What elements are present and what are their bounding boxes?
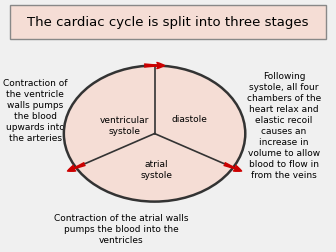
- Circle shape: [64, 66, 245, 202]
- Text: Contraction of the atrial walls
pumps the blood into the
ventricles: Contraction of the atrial walls pumps th…: [54, 214, 188, 245]
- Text: diastole: diastole: [172, 115, 208, 124]
- Text: The cardiac cycle is split into three stages: The cardiac cycle is split into three st…: [27, 16, 309, 29]
- Text: Following
systole, all four
chambers of the
heart relax and
elastic recoil
cause: Following systole, all four chambers of …: [247, 72, 321, 180]
- FancyBboxPatch shape: [10, 5, 326, 39]
- Text: Contraction of
the ventricle
walls pumps
the blood
upwards into
the arteries: Contraction of the ventricle walls pumps…: [3, 79, 68, 143]
- Text: atrial
systole: atrial systole: [140, 161, 172, 180]
- Text: ventricular
systole: ventricular systole: [100, 116, 149, 136]
